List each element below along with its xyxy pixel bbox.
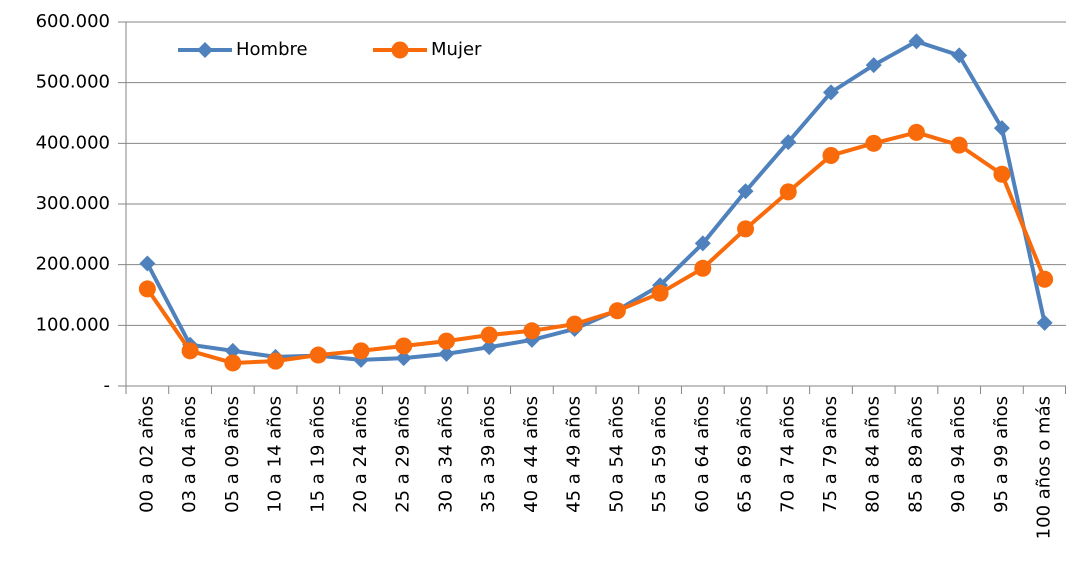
data-point: [395, 350, 412, 367]
x-tick-label: 45 a 49 años: [564, 396, 585, 513]
data-point: [224, 342, 241, 359]
data-point: [437, 332, 455, 350]
y-tick-label: 600.000: [36, 11, 110, 32]
data-point: [779, 183, 797, 201]
x-tick-label: 40 a 44 años: [521, 396, 542, 513]
y-tick-label: 400.000: [36, 132, 110, 153]
x-tick-label: 35 a 39 años: [478, 396, 499, 513]
data-point: [523, 322, 541, 340]
x-tick-label: 03 a 04 años: [179, 396, 200, 513]
data-point: [438, 345, 455, 362]
data-point: [309, 346, 327, 364]
data-point: [139, 255, 156, 272]
x-tick-label: 20 a 24 años: [350, 396, 371, 513]
legend-label: Hombre: [236, 39, 308, 60]
x-tick-label: 85 a 89 años: [905, 396, 926, 513]
data-point: [694, 235, 711, 252]
x-tick-label: 75 a 79 años: [820, 396, 841, 513]
legend-label: Mujer: [431, 39, 482, 60]
data-point: [481, 339, 498, 356]
x-tick-label: 05 a 09 años: [222, 396, 243, 513]
x-tick-label: 70 a 74 años: [777, 396, 798, 513]
data-point: [993, 120, 1010, 137]
x-tick-label: 25 a 29 años: [393, 396, 414, 513]
x-tick-label: 95 a 99 años: [991, 396, 1012, 513]
legend-marker: [391, 41, 409, 59]
data-point: [352, 342, 370, 360]
legend-marker: [197, 42, 213, 58]
data-point: [865, 57, 882, 74]
data-point: [823, 84, 839, 101]
y-tick-label: -: [104, 375, 111, 396]
data-point: [1036, 314, 1053, 331]
x-tick-label: 65 a 69 años: [735, 396, 756, 513]
x-tick-label: 30 a 34 años: [435, 396, 456, 513]
data-point: [224, 354, 242, 372]
x-tick-label: 100 años o más: [1034, 396, 1055, 539]
x-tick-label: 90 a 94 años: [948, 396, 969, 513]
data-point: [651, 284, 669, 302]
x-tick-label: 15 a 19 años: [307, 396, 328, 513]
data-point: [950, 136, 968, 154]
data-point: [822, 146, 840, 164]
data-point: [737, 220, 755, 238]
data-point: [737, 183, 754, 200]
data-point: [993, 165, 1011, 183]
x-tick-label: 50 a 54 años: [606, 396, 627, 513]
data-point: [267, 352, 285, 370]
y-tick-label: 100.000: [36, 314, 110, 335]
data-point: [1036, 270, 1054, 288]
x-tick-label: 80 a 84 años: [863, 396, 884, 513]
data-point: [181, 342, 199, 360]
data-point: [780, 134, 797, 151]
data-point: [608, 302, 626, 320]
data-point: [865, 134, 883, 152]
y-tick-label: 500.000: [36, 72, 110, 93]
series-line: [145, 130, 1047, 365]
x-tick-label: 10 a 14 años: [265, 396, 286, 513]
x-tick-label: 60 a 64 años: [692, 396, 713, 513]
data-point: [566, 315, 584, 333]
data-point: [907, 123, 925, 141]
data-point: [694, 259, 712, 277]
y-tick-label: 200.000: [36, 254, 110, 275]
series-line: [145, 39, 1047, 362]
data-point: [480, 326, 498, 344]
data-point: [395, 337, 413, 355]
data-point: [138, 280, 156, 298]
data-point: [951, 47, 968, 64]
data-point: [908, 33, 925, 50]
y-tick-label: 300.000: [36, 193, 110, 214]
x-tick-label: 00 a 02 años: [136, 396, 157, 513]
x-tick-label: 55 a 59 años: [649, 396, 670, 513]
